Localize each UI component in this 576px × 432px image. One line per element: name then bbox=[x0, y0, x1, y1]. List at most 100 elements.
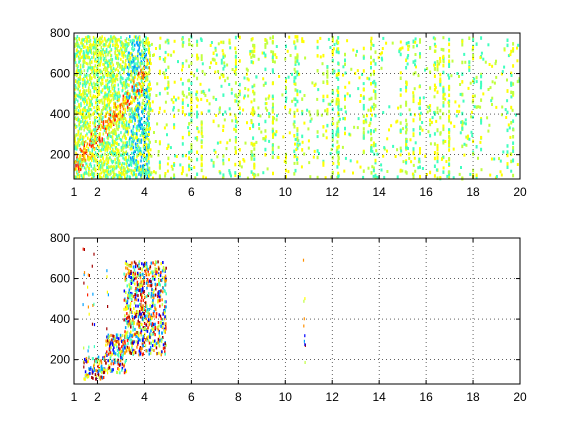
heatmap-cell-0-2615 bbox=[512, 141, 515, 145]
heatmap-cell-0-2495 bbox=[123, 113, 126, 117]
heatmap-cell-0-2129 bbox=[113, 116, 115, 120]
heatmap-cell-0-2038 bbox=[136, 36, 138, 40]
heatmap-cell-0-334 bbox=[120, 46, 122, 50]
heatmap-cell-0-4063 bbox=[374, 90, 377, 93]
heatmap-cell-0-525 bbox=[138, 138, 140, 142]
heatmap-cell-0-2608 bbox=[512, 119, 515, 123]
heatmap-cell-0-3975 bbox=[166, 133, 168, 137]
heatmap-cell-0-2543 bbox=[133, 172, 135, 176]
heatmap-cell-0-2776 bbox=[344, 116, 346, 121]
heatmap-cell-0-2305 bbox=[144, 128, 147, 132]
heatmap-cell-0-4125 bbox=[316, 135, 319, 139]
heatmap-cell-0-1099 bbox=[137, 168, 140, 172]
heatmap-cell-0-2447 bbox=[88, 130, 90, 134]
heatmap-cell-0-2498 bbox=[91, 135, 94, 138]
heatmap-cell-0-3954 bbox=[401, 46, 404, 50]
heatmap-cell-0-2384 bbox=[110, 90, 112, 94]
heatmap-cell-0-1964 bbox=[97, 126, 100, 130]
heatmap-cell-0-1920 bbox=[112, 175, 115, 179]
heatmap-cell-0-3090 bbox=[480, 98, 483, 102]
heatmap-cell-0-3900 bbox=[170, 164, 173, 168]
heatmap-cell-0-2568 bbox=[117, 157, 119, 161]
heatmap-cell-0-2651 bbox=[173, 125, 176, 130]
heatmap-cell-0-211 bbox=[114, 96, 116, 100]
heatmap-cell-0-1623 bbox=[97, 94, 99, 98]
heatmap-cell-0-3335 bbox=[253, 92, 256, 96]
heatmap-cell-0-2365 bbox=[140, 68, 142, 72]
heatmap-cell-0-1683 bbox=[131, 111, 133, 115]
heatmap-cell-0-2161 bbox=[117, 113, 119, 117]
heatmap-cell-0-3003 bbox=[148, 116, 150, 121]
heatmap-cell-1-248 bbox=[162, 276, 164, 280]
heatmap-cell-0-1989 bbox=[133, 65, 135, 69]
heatmap-cell-0-1120 bbox=[81, 176, 83, 180]
heatmap-cell-0-832 bbox=[148, 142, 150, 146]
heatmap-cell-1-353 bbox=[156, 270, 159, 274]
heatmap-cell-0-817 bbox=[107, 141, 109, 145]
heatmap-cell-0-3671 bbox=[381, 47, 384, 50]
heatmap-cell-0-2442 bbox=[140, 170, 142, 174]
heatmap-cell-0-3508 bbox=[376, 152, 379, 156]
heatmap-cell-0-2432 bbox=[101, 148, 103, 152]
heatmap-cell-0-2497 bbox=[107, 53, 109, 57]
heatmap-cell-0-502 bbox=[124, 98, 127, 102]
heatmap-cell-0-1501 bbox=[119, 166, 121, 170]
heatmap-cell-1-251 bbox=[133, 260, 136, 264]
heatmap-cell-0-153 bbox=[87, 96, 90, 100]
heatmap-cell-0-479 bbox=[137, 102, 139, 106]
heatmap-cell-0-3693 bbox=[294, 70, 297, 74]
heatmap-cell-0-2279 bbox=[119, 162, 121, 166]
heatmap-cell-0-1269 bbox=[139, 120, 141, 124]
heatmap-cell-0-2166 bbox=[105, 66, 107, 70]
heatmap-cell-0-1880 bbox=[107, 126, 110, 130]
heatmap-cell-0-847 bbox=[88, 158, 90, 162]
heatmap-cell-0-775 bbox=[143, 52, 145, 56]
heatmap-cell-1-610 bbox=[130, 325, 132, 329]
heatmap-cell-0-3577 bbox=[277, 145, 280, 149]
heatmap-cell-0-3893 bbox=[194, 176, 197, 180]
heatmap-cell-0-1338 bbox=[98, 165, 100, 169]
heatmap-cell-0-1781 bbox=[134, 75, 136, 79]
heatmap-cell-1-591 bbox=[141, 318, 144, 322]
heatmap-cell-0-1647 bbox=[136, 93, 138, 97]
heatmap-cell-0-3556 bbox=[421, 128, 424, 132]
heatmap-cell-0-379 bbox=[146, 72, 149, 76]
heatmap-cell-0-3880 bbox=[408, 156, 411, 160]
bottom-plot-area bbox=[74, 238, 520, 384]
heatmap-cell-0-3877 bbox=[219, 171, 222, 175]
heatmap-cell-0-1747 bbox=[105, 175, 108, 179]
heatmap-cell-0-3846 bbox=[399, 40, 402, 44]
heatmap-cell-0-2483 bbox=[99, 138, 101, 142]
heatmap-cell-0-2351 bbox=[141, 101, 144, 105]
heatmap-cell-0-2262 bbox=[118, 125, 120, 128]
heatmap-cell-0-1566 bbox=[102, 108, 104, 112]
heatmap-cell-0-3592 bbox=[379, 52, 382, 56]
heatmap-cell-0-3942 bbox=[371, 105, 374, 109]
heatmap-cell-0-3407 bbox=[448, 85, 451, 90]
heatmap-cell-0-2109 bbox=[124, 86, 126, 90]
heatmap-cell-0-801 bbox=[124, 39, 126, 42]
heatmap-cell-0-1183 bbox=[77, 130, 79, 134]
heatmap-cell-0-3322 bbox=[433, 174, 436, 178]
heatmap-cell-1-261 bbox=[126, 336, 128, 340]
heatmap-cell-0-2371 bbox=[140, 52, 142, 56]
heatmap-cell-0-3320 bbox=[433, 88, 436, 92]
heatmap-cell-0-2321 bbox=[144, 48, 146, 51]
heatmap-cell-0-2078 bbox=[79, 168, 82, 172]
heatmap-cell-0-1994 bbox=[105, 93, 107, 97]
heatmap-cell-0-1340 bbox=[98, 119, 100, 123]
heatmap-cell-0-2241 bbox=[93, 164, 96, 168]
heatmap-cell-0-2289 bbox=[108, 50, 111, 54]
heatmap-cell-1-445 bbox=[127, 337, 129, 341]
heatmap-cell-0-3293 bbox=[362, 114, 365, 118]
heatmap-cell-0-967 bbox=[94, 46, 96, 50]
heatmap-cell-0-3127 bbox=[372, 129, 375, 134]
heatmap-cell-0-3557 bbox=[500, 72, 503, 76]
heatmap-cell-0-2393 bbox=[128, 140, 131, 144]
heatmap-cell-0-370 bbox=[88, 108, 90, 112]
heatmap-cell-0-2830 bbox=[252, 89, 255, 94]
heatmap-cell-0-33 bbox=[133, 35, 136, 39]
heatmap-cell-1-19 bbox=[93, 367, 95, 371]
heatmap-cell-0-1630 bbox=[139, 134, 142, 137]
heatmap-cell-0-3708 bbox=[327, 37, 330, 41]
